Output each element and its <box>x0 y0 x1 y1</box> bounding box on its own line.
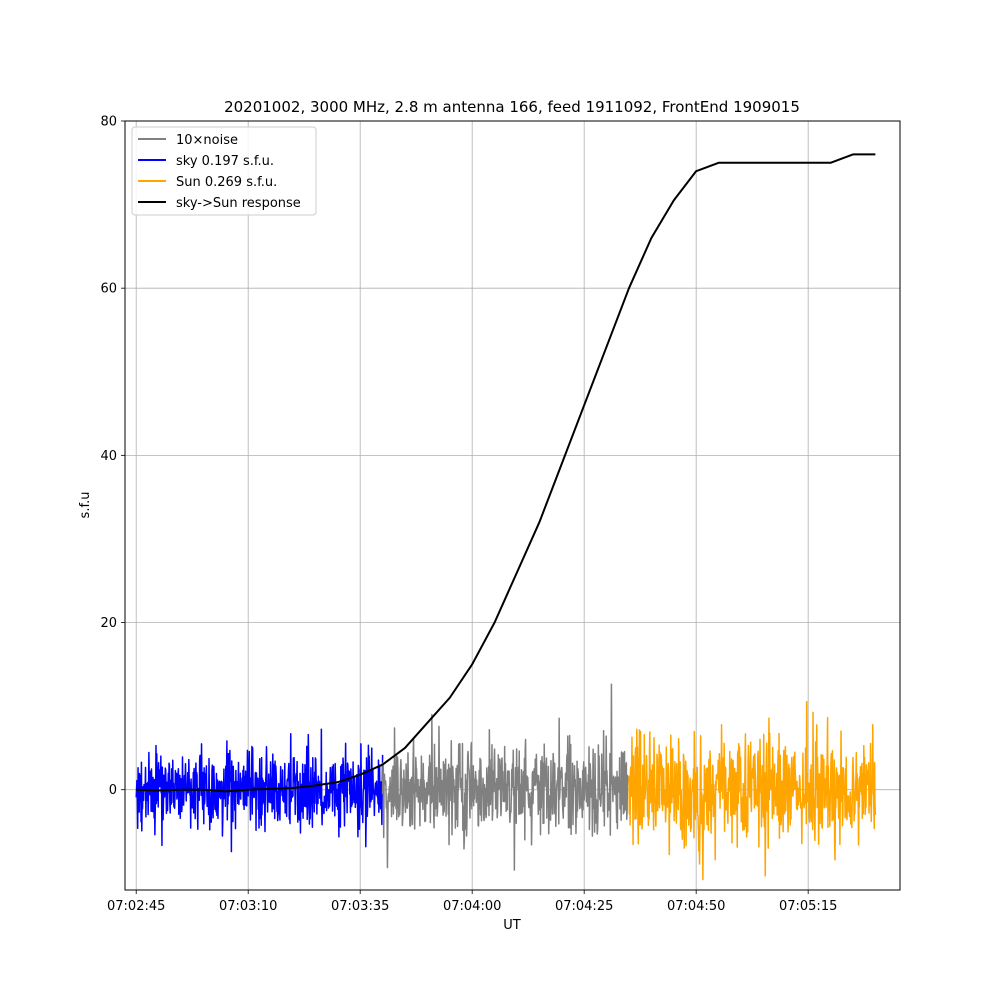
x-tick-label: 07:05:15 <box>779 899 837 914</box>
legend: 10×noise sky 0.197 s.f.u. Sun 0.269 s.f.u.… <box>131 126 317 216</box>
x-tick-label: 07:02:45 <box>107 899 165 914</box>
chart-title: 20201002, 3000 MHz, 2.8 m antenna 166, f… <box>224 98 800 116</box>
y-tick-label: 40 <box>100 449 117 464</box>
y-tick-label: 0 <box>109 783 117 798</box>
x-tick-label: 07:04:25 <box>555 899 613 914</box>
y-tick-label: 60 <box>100 282 117 297</box>
plot-series <box>135 153 877 881</box>
x-tick-label: 07:03:10 <box>219 899 277 914</box>
series-line-3 <box>136 153 876 793</box>
legend-label: Sun 0.269 s.f.u. <box>176 175 277 190</box>
series-line-1 <box>135 728 384 853</box>
y-axis-label: s.f.u <box>78 492 93 519</box>
x-tick-label: 07:04:50 <box>667 899 725 914</box>
y-tick-label: 20 <box>100 616 117 631</box>
x-tick-label: 07:03:35 <box>331 899 389 914</box>
series-line-2 <box>628 701 877 881</box>
legend-label: sky 0.197 s.f.u. <box>176 154 274 169</box>
x-axis-label: UT <box>503 918 521 933</box>
legend-label: 10×noise <box>176 133 238 148</box>
legend-label: sky->Sun response <box>176 196 301 211</box>
x-tick-label: 07:04:00 <box>443 899 501 914</box>
axis-ticks: 07:02:45 07:03:10 07:03:35 07:04:00 07:04:25… <box>100 115 837 915</box>
axes-frame <box>124 120 901 891</box>
y-tick-label: 80 <box>100 115 117 130</box>
legend-box <box>131 126 317 216</box>
series-line-0 <box>381 683 630 871</box>
